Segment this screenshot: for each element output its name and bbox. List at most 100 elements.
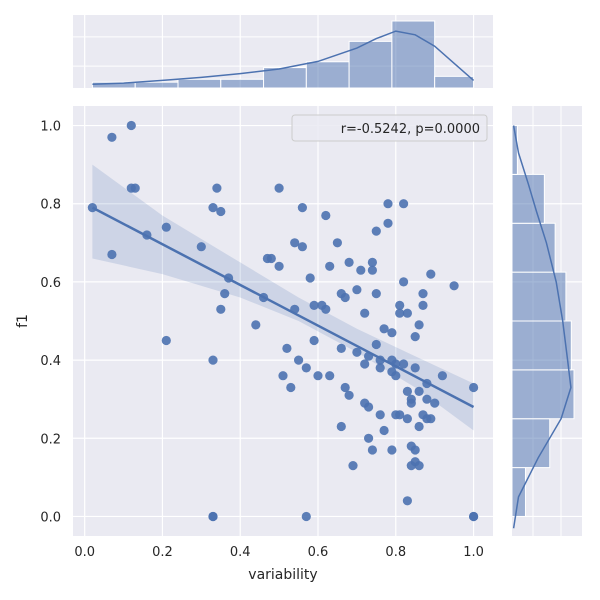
legend: r=-0.5242, p=0.0000 bbox=[291, 114, 488, 142]
scatter-point bbox=[196, 242, 206, 252]
scatter-point bbox=[360, 359, 370, 369]
scatter-point bbox=[348, 461, 358, 471]
scatter-point bbox=[309, 335, 319, 346]
scatter-point bbox=[414, 461, 424, 471]
right-marginal-histogram bbox=[511, 106, 582, 536]
scatter-point bbox=[325, 371, 335, 381]
scatter-point bbox=[391, 371, 401, 381]
scatter-points bbox=[87, 120, 479, 522]
scatter-point bbox=[414, 421, 424, 432]
main-plot-area bbox=[73, 106, 493, 536]
scatter-point bbox=[364, 433, 374, 443]
right-histogram-bar bbox=[511, 467, 526, 517]
legend-text: r=-0.5242, p=0.0000 bbox=[341, 122, 480, 137]
scatter-point bbox=[383, 199, 393, 209]
scatter-point bbox=[402, 496, 412, 506]
scatter-point bbox=[399, 199, 409, 209]
scatter-point bbox=[356, 265, 366, 275]
scatter-point bbox=[208, 355, 218, 365]
scatter-point bbox=[344, 390, 354, 400]
scatter-point bbox=[301, 363, 311, 373]
y-tick-label: 0.6 bbox=[40, 276, 61, 291]
top-histogram-bar bbox=[305, 61, 350, 89]
right-kde-curve bbox=[512, 125, 572, 529]
scatter-point bbox=[437, 371, 447, 381]
top-histogram-bar bbox=[434, 75, 475, 89]
right-histogram-bar bbox=[511, 369, 575, 420]
x-tick-label: 0.8 bbox=[385, 545, 406, 560]
scatter-point bbox=[313, 371, 323, 381]
scatter-point bbox=[340, 382, 350, 393]
scatter-point bbox=[414, 386, 424, 396]
y-tick-labels: 0.0 0.2 0.4 0.6 0.8 1.0 bbox=[40, 120, 61, 526]
scatter-point bbox=[352, 347, 362, 357]
scatter-point bbox=[399, 277, 409, 287]
top-histogram-bar bbox=[177, 78, 222, 89]
scatter-point bbox=[321, 210, 331, 221]
top-histogram-bar bbox=[220, 78, 265, 89]
scatter-point bbox=[387, 445, 397, 455]
scatter-point bbox=[367, 445, 377, 455]
scatter-point bbox=[301, 511, 311, 522]
scatter-point bbox=[379, 425, 389, 436]
scatter-point bbox=[410, 332, 420, 342]
scatter-point bbox=[220, 289, 230, 299]
main-gridlines bbox=[73, 106, 493, 536]
scatter-point bbox=[325, 261, 335, 271]
scatter-point bbox=[130, 183, 140, 193]
scatter-point bbox=[286, 382, 296, 393]
right-histogram-bar bbox=[511, 222, 556, 273]
right-histogram-bar bbox=[511, 418, 551, 469]
scatter-point bbox=[426, 414, 436, 424]
scatter-point bbox=[282, 343, 292, 353]
scatter-point bbox=[360, 308, 370, 318]
right-histogram-bars bbox=[511, 125, 575, 517]
scatter-point bbox=[294, 355, 304, 365]
x-tick-label: 0.2 bbox=[152, 545, 173, 560]
scatter-point bbox=[367, 265, 377, 275]
scatter-point bbox=[336, 421, 346, 432]
scatter-point bbox=[266, 253, 276, 264]
y-tick-label: 0.4 bbox=[40, 354, 61, 369]
x-tick-labels: 0.0 0.2 0.4 0.6 0.8 1.0 bbox=[74, 545, 484, 560]
y-tick-label: 0.0 bbox=[40, 510, 61, 525]
right-histogram-bar bbox=[511, 320, 572, 371]
scatter-point bbox=[406, 398, 416, 408]
scatter-point bbox=[290, 238, 300, 248]
scatter-point bbox=[274, 261, 284, 271]
scatter-point bbox=[212, 183, 222, 193]
scatter-point bbox=[402, 386, 412, 396]
scatter-point bbox=[208, 511, 218, 522]
scatter-point bbox=[107, 249, 117, 260]
scatter-point bbox=[297, 203, 307, 213]
regression-line bbox=[91, 206, 475, 409]
scatter-point bbox=[208, 203, 218, 213]
scatter-point bbox=[375, 410, 385, 420]
scatter-point bbox=[410, 445, 420, 455]
scatter-point bbox=[449, 281, 459, 291]
scatter-point bbox=[336, 343, 346, 353]
top-marginal-histogram bbox=[73, 15, 493, 89]
scatter-point bbox=[399, 359, 409, 369]
scatter-point bbox=[161, 335, 171, 346]
scatter-point bbox=[161, 222, 171, 232]
scatter-point bbox=[340, 292, 350, 303]
scatter-point bbox=[395, 300, 405, 310]
scatter-point bbox=[216, 304, 226, 314]
scatter-point bbox=[251, 320, 261, 330]
scatter-point bbox=[383, 218, 393, 228]
scatter-point bbox=[379, 324, 389, 334]
scatter-point bbox=[422, 394, 432, 404]
scatter-point bbox=[107, 132, 117, 142]
scatter-point bbox=[371, 226, 381, 236]
scatter-point bbox=[426, 269, 436, 279]
scatter-point bbox=[364, 402, 374, 412]
scatter-point bbox=[387, 328, 397, 338]
scatter-point bbox=[309, 300, 319, 310]
scatter-point bbox=[344, 257, 354, 267]
x-axis-label: variability bbox=[248, 567, 317, 583]
scatter-point bbox=[305, 273, 315, 283]
scatter-point bbox=[126, 120, 136, 131]
scatter-point bbox=[418, 300, 428, 310]
